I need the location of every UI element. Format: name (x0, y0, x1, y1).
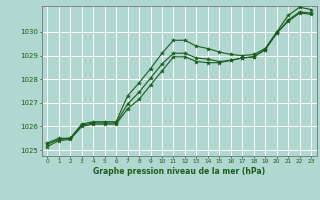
X-axis label: Graphe pression niveau de la mer (hPa): Graphe pression niveau de la mer (hPa) (93, 167, 265, 176)
